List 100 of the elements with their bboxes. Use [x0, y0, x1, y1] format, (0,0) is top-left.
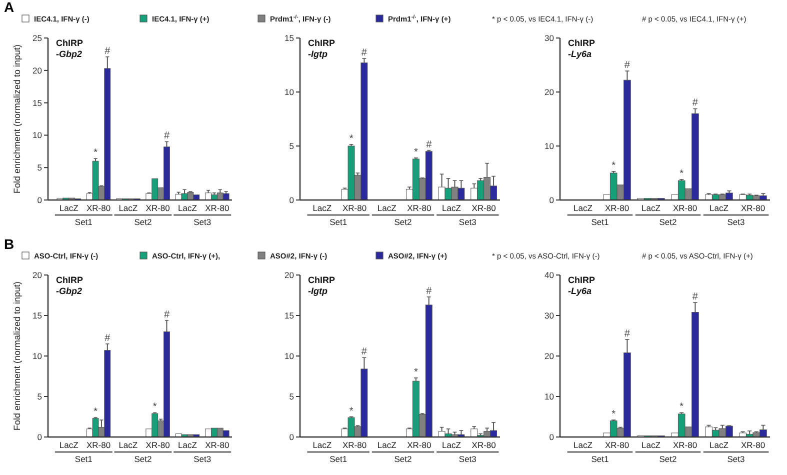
data-label: #	[624, 60, 630, 71]
text: -Ly6a	[568, 286, 592, 296]
data-label: #	[692, 98, 698, 109]
x-tick-label: XR-80	[342, 203, 367, 213]
chart-title: ChIRP	[568, 275, 595, 285]
y-tick-label: 30	[544, 310, 554, 320]
data-label: *	[680, 168, 684, 180]
data-label: *	[152, 402, 157, 413]
data-label: *	[94, 406, 98, 418]
text: Set3	[458, 217, 477, 227]
x-tick-label: LacZ	[178, 440, 197, 450]
x-tick-label: LacZ	[312, 203, 332, 213]
y-tick-label: 5	[289, 391, 294, 402]
x-tick-label: XR-80	[672, 203, 698, 213]
text: Set2	[134, 217, 152, 227]
x-tick-label: XR-80	[740, 203, 766, 213]
text: Set2	[659, 454, 678, 464]
text: Set1	[74, 217, 93, 227]
y-tick-label: 20	[32, 65, 42, 76]
y-tick-label: 10	[284, 86, 294, 97]
data-label: #	[164, 130, 170, 142]
x-tick-label: XR-80	[407, 440, 432, 450]
y-tick-label: 20	[544, 86, 554, 97]
chart-title: ChIRP	[308, 275, 335, 285]
y-tick-label: 5	[37, 391, 42, 402]
data-label: #	[426, 139, 432, 150]
y-tick-label: 0	[549, 432, 554, 442]
y-tick-label: 10	[284, 350, 294, 361]
y-tick-label: 15	[32, 310, 42, 320]
data-label: #	[104, 332, 111, 344]
y-tick-label: 20	[32, 270, 42, 280]
x-tick-label: LacZ	[118, 440, 138, 450]
y-tick-label: 25	[32, 32, 42, 43]
text: -Gbp2	[56, 286, 82, 296]
x-tick-label: LacZ	[59, 203, 78, 213]
y-tick-label: 0	[37, 432, 42, 442]
x-tick-label: LacZ	[642, 203, 660, 213]
y-tick-label: 40	[544, 270, 554, 280]
text: Set1	[330, 217, 348, 227]
y-tick-label: 30	[544, 32, 554, 43]
data-label: #	[361, 48, 368, 59]
text: Set2	[394, 217, 412, 227]
data-label: *	[414, 146, 418, 158]
data-label: *	[414, 366, 418, 378]
x-tick-label: XR-80	[472, 203, 496, 213]
text: Set1	[74, 454, 93, 464]
y-tick-label: 5	[289, 140, 294, 151]
text: Set3	[727, 454, 746, 464]
x-tick-label: LacZ	[377, 203, 396, 213]
x-tick-label: XR-80	[342, 440, 367, 450]
x-tick-label: XR-80	[205, 203, 230, 213]
x-tick-label: LacZ	[442, 203, 461, 213]
x-tick-label: XR-80	[146, 203, 170, 213]
text: Set1	[591, 217, 610, 227]
data-label: *	[612, 408, 616, 420]
text: Set3	[194, 454, 212, 464]
text: Set2	[394, 454, 412, 464]
y-tick-label: 15	[284, 32, 294, 43]
data-label: *	[349, 406, 354, 417]
x-tick-label: LacZ	[442, 440, 461, 450]
x-tick-label: XR-80	[407, 203, 432, 213]
text: -Igtp	[308, 286, 328, 296]
x-tick-label: LacZ	[312, 440, 332, 450]
y-tick-label: 5	[37, 162, 42, 173]
text: Set2	[659, 217, 678, 227]
x-tick-label: XR-80	[86, 203, 111, 213]
chart-title: ChIRP	[308, 38, 335, 48]
data-label: *	[612, 160, 616, 172]
data-label: #	[624, 328, 630, 340]
text: Set3	[194, 217, 212, 227]
y-tick-label: 20	[284, 270, 294, 280]
y-tick-label: 10	[544, 391, 554, 402]
y-tick-label: 10	[544, 140, 554, 151]
y-tick-label: 10	[32, 130, 42, 140]
y-tick-label: 0	[549, 194, 554, 205]
text: Set2	[134, 454, 152, 464]
y-tick-label: 15	[32, 98, 42, 108]
y-tick-label: 0	[37, 194, 42, 205]
text: Set3	[458, 454, 477, 464]
data-label: #	[164, 309, 170, 320]
data-label: *	[94, 148, 98, 159]
chart-title: ChIRP	[568, 38, 595, 48]
x-tick-label: LacZ	[710, 203, 728, 213]
text: -Ly6a	[568, 49, 592, 59]
x-tick-label: LacZ	[59, 440, 78, 450]
y-axis-title: Fold enrichment (normalized to input)	[12, 281, 22, 431]
x-tick-label: LacZ	[574, 203, 592, 213]
text: Set3	[727, 217, 746, 227]
y-tick-label: 0	[289, 194, 294, 205]
y-tick-label: 15	[284, 310, 294, 320]
text: Set1	[330, 454, 348, 464]
x-tick-label: XR-80	[672, 440, 698, 450]
x-tick-label: XR-80	[604, 203, 630, 213]
x-tick-label: XR-80	[604, 440, 630, 450]
text: Set1	[591, 454, 610, 464]
data-label: #	[692, 292, 698, 303]
data-label: *	[680, 402, 684, 413]
x-tick-label: XR-80	[146, 440, 170, 450]
data-label: #	[361, 346, 368, 358]
text: -Igtp	[308, 49, 328, 59]
